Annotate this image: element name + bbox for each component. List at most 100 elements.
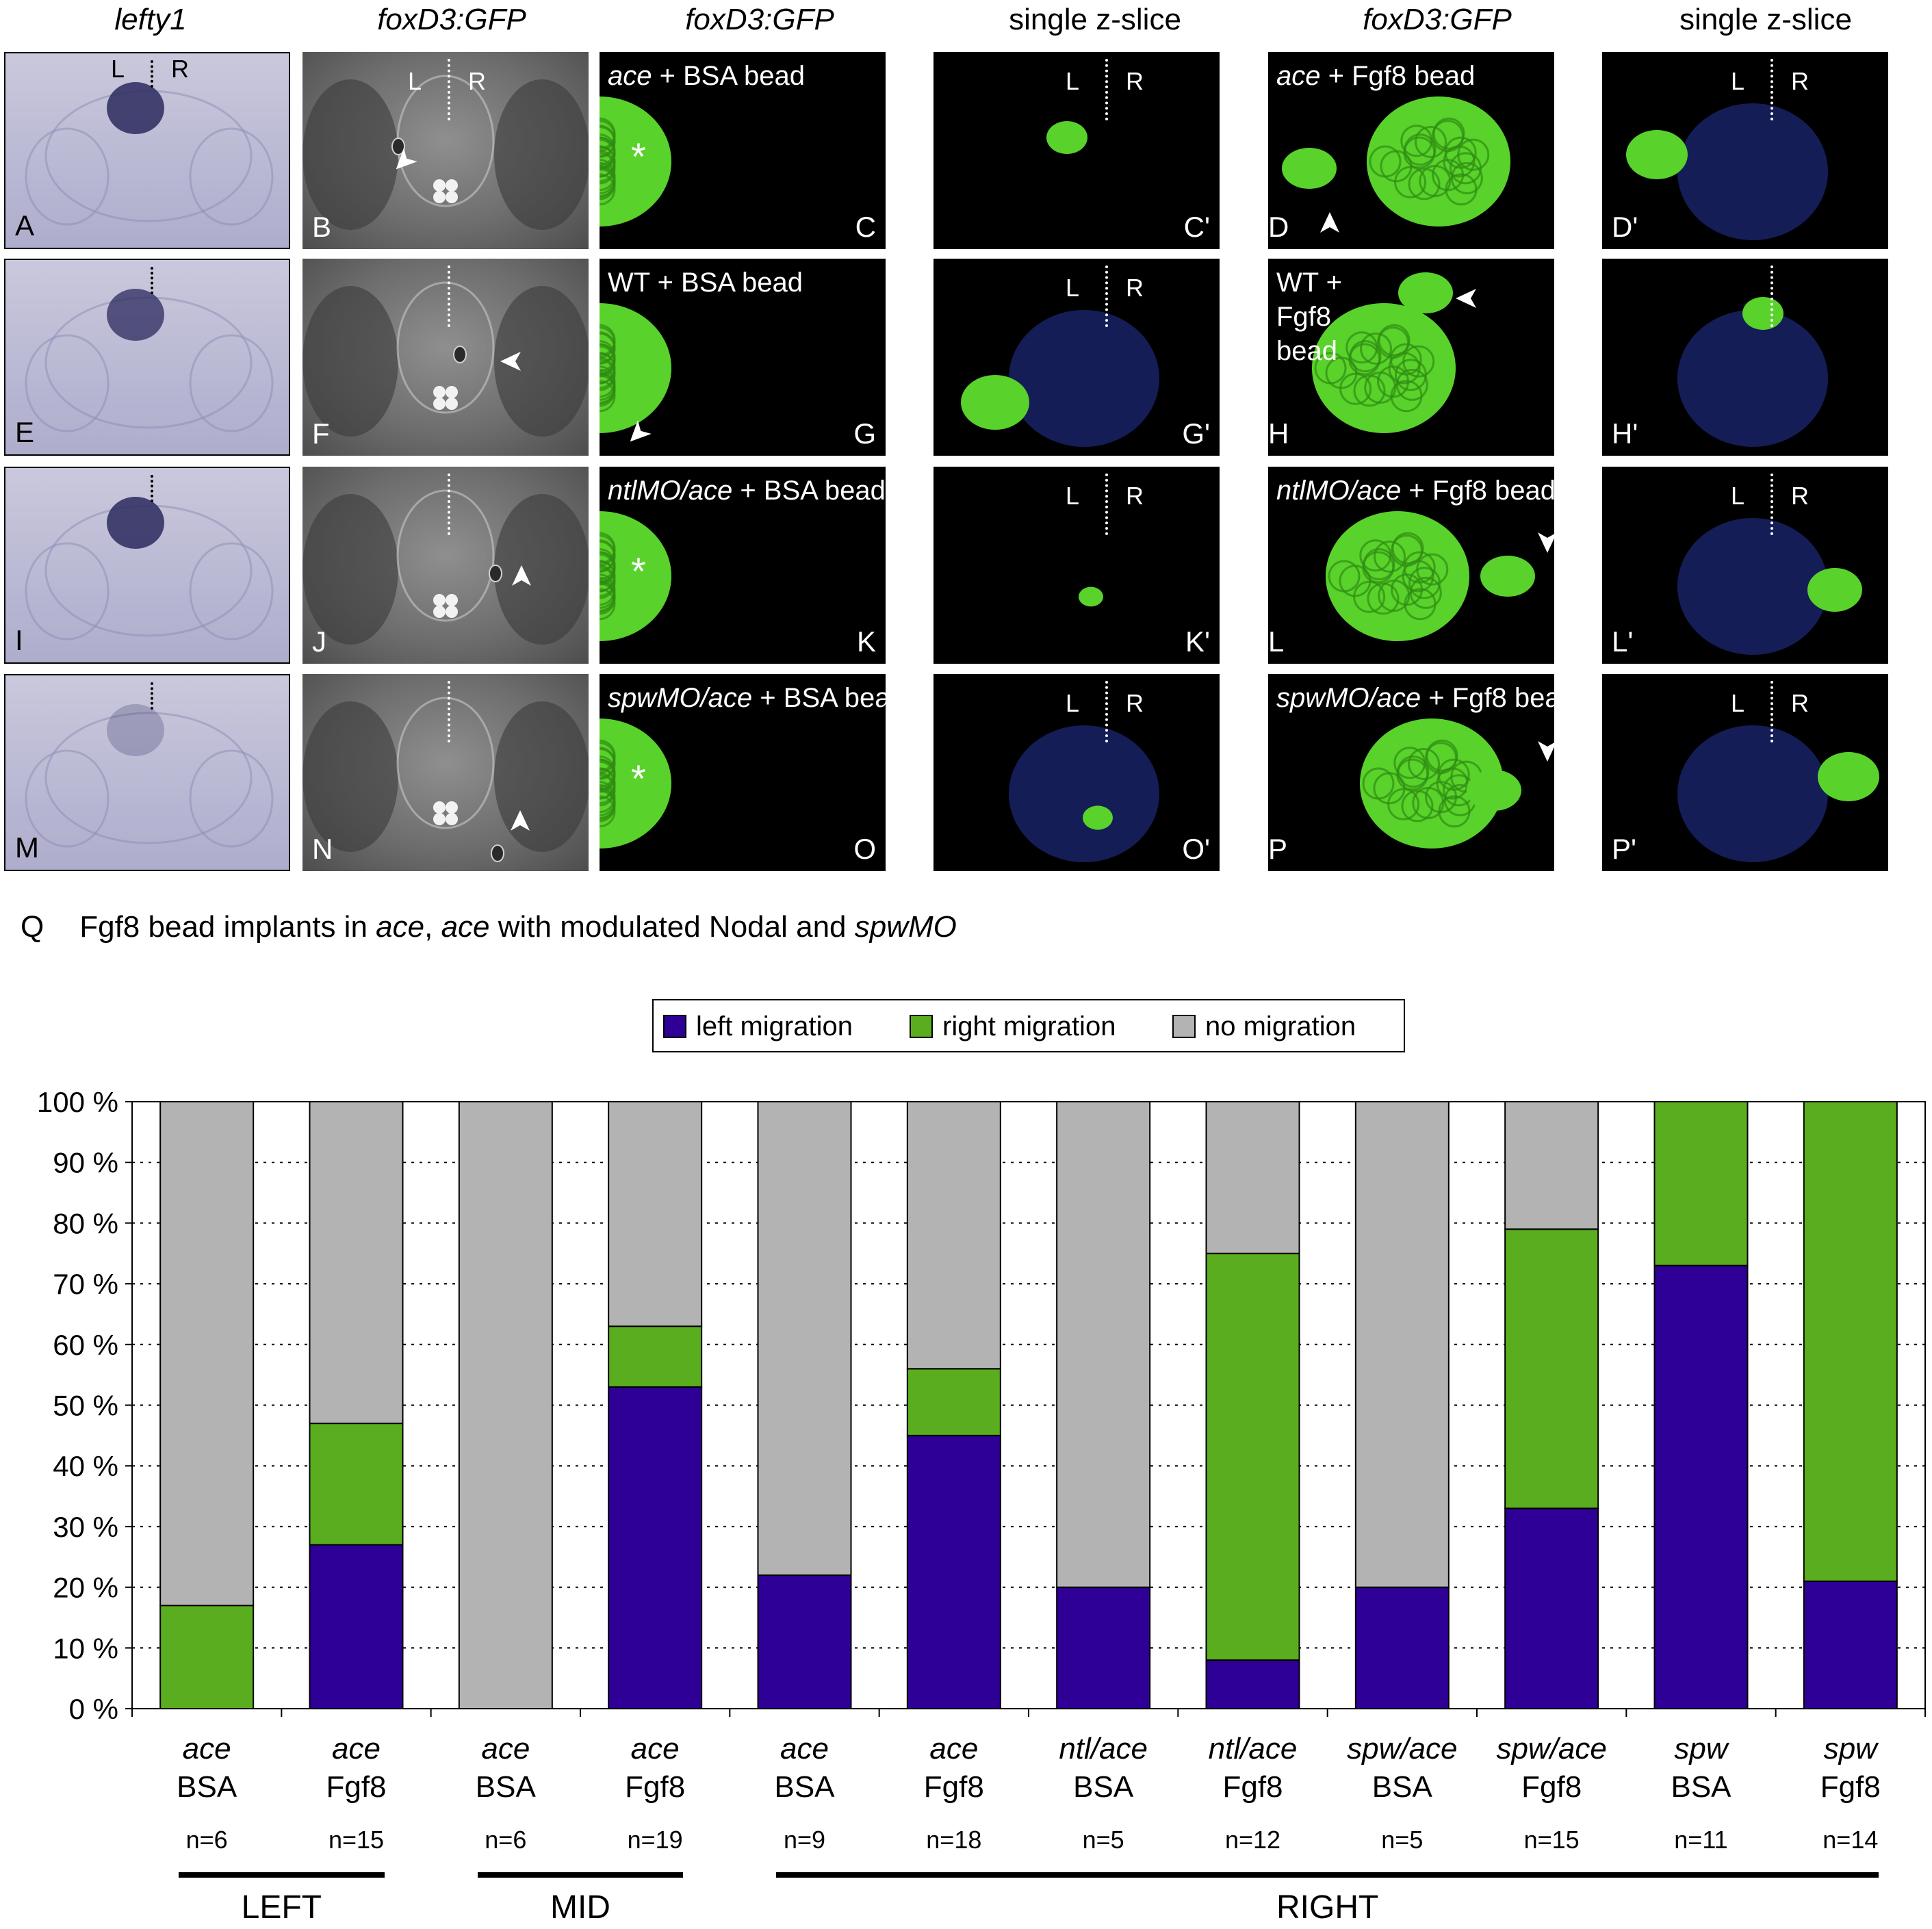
bar-no-migration bbox=[458, 1101, 553, 1709]
panel-o-prime: L R O' bbox=[933, 674, 1220, 871]
bar-left-migration bbox=[1056, 1586, 1151, 1709]
panel-g-prime: L R G' bbox=[933, 259, 1220, 456]
bar-no-migration bbox=[1205, 1101, 1300, 1254]
panel-letter: P' bbox=[1612, 833, 1637, 865]
panel-image-l bbox=[1326, 511, 1535, 641]
bar-no-migration bbox=[608, 1101, 703, 1328]
arrowhead-icon bbox=[630, 420, 652, 442]
sample-size-label: n=6 bbox=[485, 1826, 527, 1854]
panel-letter: J bbox=[312, 625, 326, 658]
category-bead: BSA bbox=[177, 1770, 237, 1804]
panel-condition-title: ace + BSA bead bbox=[608, 61, 806, 91]
panel-d: ace + Fgf8 bead D bbox=[1268, 52, 1554, 249]
category-bead: Fgf8 bbox=[1521, 1770, 1582, 1804]
stacked-bar-chart: 0 % 10 % 20 % 30 % 40 % 50 % 60 % 70 % 80 % 90 % 1… bbox=[37, 1086, 1926, 1725]
bar-no-migration bbox=[1056, 1101, 1151, 1588]
right-side-label: R bbox=[1791, 67, 1809, 95]
category-bead: BSA bbox=[1371, 1770, 1432, 1804]
midline-dashed bbox=[1105, 474, 1108, 535]
group-bracket-line bbox=[179, 1872, 385, 1878]
bar-no-migration bbox=[906, 1101, 1001, 1370]
left-side-label: L bbox=[1731, 67, 1745, 95]
panel-i: I bbox=[4, 467, 290, 664]
arrowhead-icon bbox=[500, 352, 521, 371]
y-tick-label: 70 % bbox=[53, 1268, 118, 1300]
midline-dashed bbox=[448, 474, 450, 535]
bar-no-migration bbox=[159, 1101, 255, 1607]
panel-h: WT + Fgf8 bead H bbox=[1268, 259, 1554, 456]
y-tick-label: 90 % bbox=[53, 1147, 118, 1179]
y-tick-label: 50 % bbox=[53, 1390, 118, 1422]
header-single-z-slice-2: single z-slice bbox=[1679, 3, 1852, 36]
bar-left-migration bbox=[1653, 1265, 1749, 1709]
bar-left-migration bbox=[906, 1434, 1001, 1709]
panel-image-a bbox=[25, 82, 274, 226]
panel-condition-title: spwMO/ace + BSA bead bbox=[608, 683, 886, 713]
panel-image-h-prime bbox=[1677, 297, 1828, 447]
bar-left-migration bbox=[1205, 1659, 1300, 1709]
y-tick-label: 0 % bbox=[69, 1693, 118, 1725]
category-bead: BSA bbox=[1671, 1770, 1731, 1804]
legend-swatch-right bbox=[910, 1015, 933, 1038]
panel-image-n bbox=[302, 697, 589, 862]
midline-dashed bbox=[151, 475, 153, 502]
category-genotype: spw bbox=[1674, 1732, 1728, 1765]
category-bead: Fgf8 bbox=[923, 1770, 984, 1804]
chart-legend: left migration right migration no migrat… bbox=[652, 999, 1405, 1052]
panel-image-i bbox=[25, 497, 274, 640]
left-side-label: L bbox=[408, 67, 422, 95]
x-category-label: ace BSA bbox=[132, 1730, 281, 1807]
sample-size-label: n=15 bbox=[328, 1826, 385, 1854]
y-tick-label: 30 % bbox=[53, 1511, 118, 1543]
category-bead: BSA bbox=[774, 1770, 835, 1804]
x-category-label: spw BSA bbox=[1627, 1730, 1776, 1807]
midline-dashed bbox=[1105, 59, 1108, 120]
category-genotype: spw/ace bbox=[1496, 1732, 1607, 1765]
panel-condition-title: spwMO/ace + Fgf8 bead bbox=[1276, 683, 1554, 713]
category-bead: Fgf8 bbox=[1820, 1770, 1881, 1804]
panel-letter: H' bbox=[1612, 417, 1638, 450]
bar-left-migration bbox=[1354, 1586, 1450, 1709]
panel-letter: D bbox=[1268, 211, 1289, 243]
panel-letter: K' bbox=[1185, 625, 1210, 658]
x-category-label: spw Fgf8 bbox=[1776, 1730, 1925, 1807]
panel-image-c bbox=[600, 96, 671, 226]
panel-g: WT + BSA bead G bbox=[600, 259, 886, 456]
panel-m: M bbox=[4, 674, 290, 871]
midline-dashed bbox=[1770, 266, 1773, 327]
bar-right-migration bbox=[1504, 1228, 1599, 1510]
panel-image-g-prime bbox=[961, 310, 1159, 447]
bar-left-migration bbox=[1803, 1580, 1898, 1709]
header-foxd3-gfp-1: foxD3:GFP bbox=[377, 3, 526, 36]
sample-size-label: n=5 bbox=[1381, 1826, 1424, 1854]
right-side-label: R bbox=[1126, 274, 1144, 302]
panel-letter: B bbox=[312, 211, 332, 243]
category-genotype: ace bbox=[780, 1732, 829, 1765]
sample-size-label: n=6 bbox=[185, 1826, 228, 1854]
panel-image-d bbox=[1282, 96, 1510, 226]
arrowhead-icon bbox=[1538, 741, 1554, 762]
panel-letter: C' bbox=[1183, 211, 1210, 243]
group-label: RIGHT bbox=[1276, 1889, 1379, 1926]
left-side-label: L bbox=[1731, 482, 1745, 510]
panel-p: spwMO/ace + Fgf8 bead P bbox=[1268, 674, 1554, 871]
panel-n: N bbox=[302, 674, 589, 871]
bar-right-migration bbox=[608, 1325, 703, 1388]
panel-letter: D' bbox=[1612, 211, 1638, 243]
panel-b: L R B bbox=[302, 52, 589, 249]
category-genotype: ace bbox=[182, 1732, 231, 1765]
midline-dashed bbox=[448, 59, 450, 120]
y-tick-label: 80 % bbox=[53, 1207, 118, 1239]
midline-dashed bbox=[1105, 681, 1108, 742]
panel-image-f bbox=[302, 281, 589, 437]
panel-image-l-prime bbox=[1677, 518, 1862, 655]
panel-e: E bbox=[4, 259, 290, 456]
panel-image-g bbox=[600, 303, 671, 433]
panel-image-k bbox=[600, 511, 671, 641]
panel-o: spwMO/ace + BSA bead * O bbox=[600, 674, 886, 871]
category-bead: Fgf8 bbox=[625, 1770, 686, 1804]
category-bead: Fgf8 bbox=[1222, 1770, 1283, 1804]
header-foxd3-gfp-3: foxD3:GFP bbox=[1363, 3, 1512, 36]
category-bead: BSA bbox=[1073, 1770, 1134, 1804]
sample-size-label: n=12 bbox=[1224, 1826, 1281, 1854]
